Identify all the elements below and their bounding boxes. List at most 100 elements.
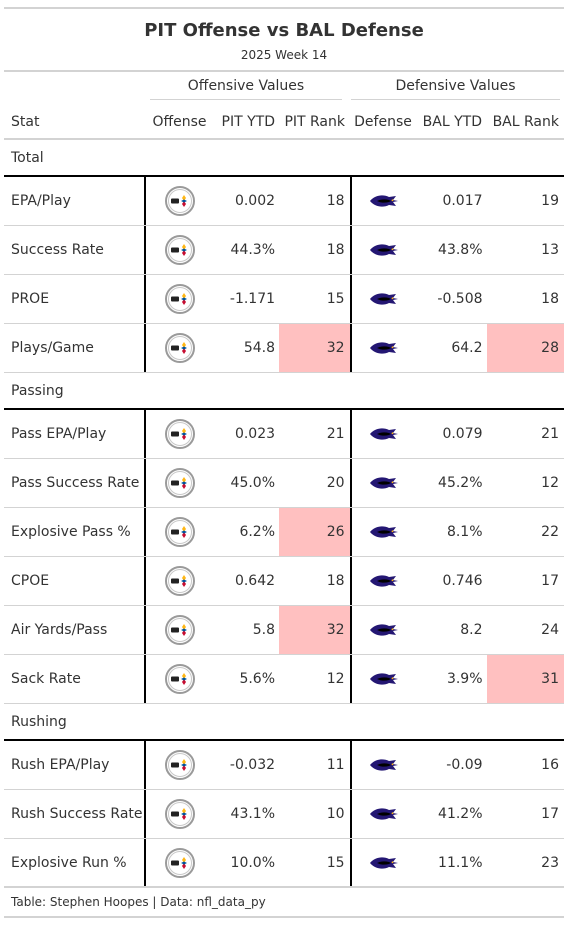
col-defense: Defense — [354, 114, 412, 130]
ravens-logo-icon — [349, 790, 418, 838]
ravens-logo-icon — [349, 741, 418, 789]
bal-ytd-value: 0.017 — [442, 193, 483, 209]
pit-ytd-value: -1.171 — [229, 291, 276, 307]
pit-rank-value: 32 — [279, 606, 350, 654]
steelers-logo-icon — [144, 177, 214, 225]
group-label: Total — [11, 150, 44, 166]
group-header: Passing — [4, 373, 564, 410]
ravens-logo-icon — [349, 410, 418, 458]
stat-name: Rush EPA/Play — [11, 757, 110, 773]
pit-ytd-value: 5.6% — [239, 671, 276, 687]
bal-rank-value: 24 — [541, 622, 559, 638]
table-subtitle: 2025 Week 14 — [240, 48, 328, 62]
pit-rank-value: 32 — [279, 324, 350, 372]
ravens-logo-icon — [349, 508, 418, 556]
pit-ytd-value: 54.8 — [243, 340, 276, 356]
steelers-logo-icon — [144, 226, 214, 274]
ravens-logo-icon — [349, 275, 418, 323]
bal-ytd-value: 43.8% — [438, 242, 483, 258]
bal-ytd-value: 0.079 — [442, 426, 483, 442]
bal-ytd-value: -0.09 — [446, 757, 483, 773]
steelers-logo-icon — [144, 557, 214, 605]
steelers-logo-icon — [144, 606, 214, 654]
offense-spanner: Offensive Values — [150, 78, 342, 100]
table-row: Pass EPA/Play 0.023 21 0.079 21 — [4, 410, 564, 459]
stats-table: PIT Offense vs BAL Defense 2025 Week 14 … — [4, 7, 564, 918]
steelers-logo-icon — [144, 459, 214, 507]
bal-ytd-value: 11.1% — [438, 854, 483, 871]
stat-name: Pass Success Rate — [11, 475, 140, 491]
col-stat: Stat — [11, 114, 40, 130]
bal-rank-value: 22 — [541, 524, 559, 540]
bal-ytd-value: 8.2 — [460, 622, 483, 638]
bal-rank-value: 23 — [541, 854, 559, 871]
group-label: Passing — [11, 383, 64, 399]
pit-rank-value: 10 — [326, 806, 345, 822]
table-footer: Table: Stephen Hoopes | Data: nfl_data_p… — [4, 888, 564, 918]
table-row: PROE -1.171 15 -0.508 18 — [4, 275, 564, 324]
pit-ytd-value: 0.642 — [234, 573, 276, 589]
top-rule — [4, 7, 564, 9]
stat-name: Sack Rate — [11, 671, 81, 687]
bal-rank-value: 28 — [486, 324, 564, 372]
table-row: EPA/Play 0.002 18 0.017 19 — [4, 177, 564, 226]
pit-rank-value: 15 — [326, 854, 345, 871]
table-row: Sack Rate 5.6% 12 3.9% 31 — [4, 655, 564, 704]
steelers-logo-icon — [144, 410, 214, 458]
defense-spanner: Defensive Values — [351, 78, 560, 100]
ravens-logo-icon — [349, 557, 418, 605]
pit-ytd-value: 0.002 — [234, 193, 276, 209]
ravens-logo-icon — [349, 839, 418, 886]
table-title: PIT Offense vs BAL Defense — [144, 20, 424, 41]
bal-rank-value: 18 — [541, 291, 559, 307]
ravens-logo-icon — [349, 655, 418, 703]
pit-ytd-value: 5.8 — [252, 622, 276, 638]
pit-rank-value: 11 — [326, 757, 345, 773]
header-rule — [4, 70, 564, 72]
stat-name: Explosive Pass % — [11, 524, 131, 540]
col-bal-ytd: BAL YTD — [422, 114, 482, 130]
stat-name: Pass EPA/Play — [11, 426, 107, 442]
group-header: Rushing — [4, 704, 564, 741]
bal-rank-value: 19 — [541, 193, 559, 209]
pit-ytd-value: 6.2% — [239, 524, 276, 540]
pit-rank-value: 15 — [326, 291, 345, 307]
ravens-logo-icon — [349, 606, 418, 654]
col-pit-ytd: PIT YTD — [221, 114, 275, 130]
table-row: Rush EPA/Play -0.032 11 -0.09 16 — [4, 741, 564, 790]
bal-rank-value: 16 — [541, 757, 559, 773]
pit-ytd-value: 10.0% — [230, 854, 276, 871]
pit-ytd-value: -0.032 — [229, 757, 276, 773]
bal-rank-value: 12 — [541, 475, 559, 491]
table-row: Success Rate 44.3% 18 43.8% 13 — [4, 226, 564, 275]
bal-rank-value: 13 — [541, 242, 559, 258]
steelers-logo-icon — [144, 741, 214, 789]
stat-name: CPOE — [11, 573, 50, 589]
group-header: Total — [4, 140, 564, 177]
stat-name: Air Yards/Pass — [11, 622, 108, 638]
ravens-logo-icon — [349, 459, 418, 507]
stat-name: EPA/Play — [11, 193, 71, 209]
bal-rank-value: 17 — [541, 573, 559, 589]
table-row: CPOE 0.642 18 0.746 17 — [4, 557, 564, 606]
pit-ytd-value: 45.0% — [230, 475, 276, 491]
pit-rank-value: 18 — [326, 573, 345, 589]
pit-rank-value: 18 — [326, 242, 345, 258]
bal-rank-value: 17 — [541, 806, 559, 822]
column-spanners: Offensive Values Defensive Values — [4, 72, 564, 106]
stat-name: Rush Success Rate — [11, 806, 143, 822]
defense-spanner-label: Defensive Values — [395, 78, 516, 94]
ravens-logo-icon — [349, 177, 418, 225]
table-body: Total EPA/Play 0.002 18 0.017 19 Success Rate 4… — [4, 140, 564, 888]
pit-ytd-value: 43.1% — [230, 806, 276, 822]
pit-ytd-value: 44.3% — [230, 242, 276, 258]
steelers-logo-icon — [144, 324, 214, 372]
steelers-logo-icon — [144, 655, 214, 703]
bal-ytd-value: -0.508 — [437, 291, 483, 307]
pit-rank-value: 12 — [326, 671, 345, 687]
table-row: Explosive Pass % 6.2% 26 8.1% 22 — [4, 508, 564, 557]
steelers-logo-icon — [144, 275, 214, 323]
col-offense: Offense — [152, 114, 207, 130]
ravens-logo-icon — [349, 226, 418, 274]
table-row: Rush Success Rate 43.1% 10 41.2% 17 — [4, 790, 564, 839]
